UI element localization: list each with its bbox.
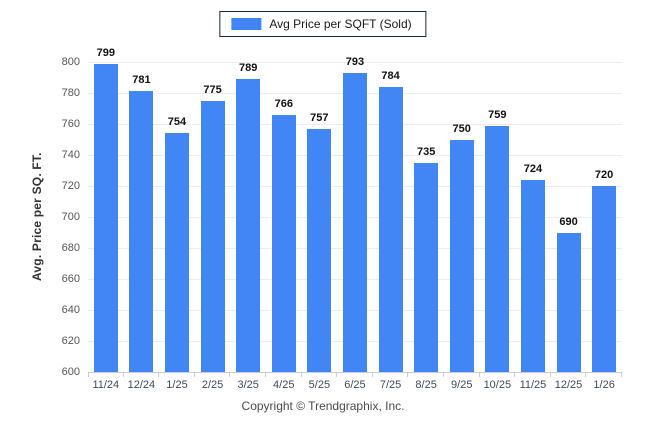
axis-tick [88,373,89,377]
bar-slot: 775 2/25 [195,62,231,391]
copyright-text: Copyright © Trendgraphix, Inc. [241,399,405,413]
x-tick-label: 12/25 [554,379,583,391]
x-tick-label: 1/26 [593,379,615,391]
x-tick-label: 2/25 [201,379,224,391]
y-tick-label: 720 [61,180,80,192]
bar [129,91,154,372]
bar [307,128,332,372]
axis-tick [122,373,124,377]
x-tick-label: 5/25 [308,379,331,391]
bar-slot: 720 1/26 [586,62,622,391]
bar-slot: 724 11/25 [515,62,551,391]
bar-slot: 784 7/25 [373,62,409,391]
bar-slot: 757 5/25 [302,62,338,391]
bar-value-label: 799 [96,46,115,59]
axis-tick [585,373,587,377]
axis-tick [478,373,480,377]
bar [378,86,403,372]
bar [271,114,296,372]
bar-value-label: 766 [274,97,293,110]
axis-tick [514,373,516,377]
axis-tick [193,373,195,377]
legend: Avg Price per SQFT (Sold) [219,11,427,37]
bar-slot: 781 12/24 [124,62,160,391]
bar-slot: 690 12/25 [551,62,587,391]
bar-slots: 799 11/24 781 12/24 754 1/25 775 2/25 789 3/25 766… [88,47,622,391]
bar-value-label: 757 [310,111,329,124]
y-tick-label: 780 [61,87,80,99]
y-tick-label: 680 [61,242,80,254]
axis-tick [300,373,302,377]
gridline [88,62,622,63]
axis-tick [229,373,231,377]
bar [449,139,474,372]
y-tick-label: 600 [61,366,80,378]
x-tick-label: 3/25 [237,379,259,391]
bar [520,179,545,372]
bar [200,100,225,372]
y-tick-label: 700 [61,211,80,223]
x-tick-label: 8/25 [415,379,437,391]
bar [164,133,189,372]
axis-tick [158,373,160,377]
y-tick-label: 740 [61,149,80,161]
axis-tick [264,373,266,377]
x-tick-label: 11/25 [519,379,547,391]
bar-slot: 799 11/24 [88,47,124,391]
y-tick-label: 800 [61,56,80,68]
bar-value-label: 759 [488,108,507,121]
bar-slot: 793 6/25 [337,56,373,391]
x-tick-label: 11/24 [92,379,120,391]
bar-slot: 754 1/25 [159,62,195,391]
bar [414,162,439,372]
bar-slot: 735 8/25 [408,62,444,391]
bar-slot: 759 10/25 [480,62,516,391]
y-tick-label: 640 [61,304,80,316]
bar-value-label: 784 [381,69,400,82]
x-tick-label: 1/25 [166,379,188,391]
legend-label: Avg Price per SQFT (Sold) [269,17,412,31]
bar [592,186,617,372]
y-tick-label: 760 [61,118,80,130]
axis-tick [407,373,409,377]
y-tick-label: 660 [61,273,80,285]
x-tick-label: 9/25 [451,379,473,391]
bar-value-label: 789 [238,62,258,75]
x-tick-label: 6/25 [344,379,366,391]
axis-tick [620,373,622,377]
bar-value-label: 793 [345,55,365,68]
y-tick-label: 620 [61,335,80,347]
x-tick-label: 4/25 [273,379,295,391]
bar [93,63,118,372]
bar-value-label: 775 [203,83,222,96]
bar-slot: 789 3/25 [230,62,266,391]
axis-tick [371,373,373,377]
bar-value-label: 690 [559,215,578,228]
plot-area: 600 620 640 660 680 700 720 740 760 780 800 799 11/2… [62,47,622,391]
bar-slot: 750 9/25 [444,62,480,391]
axis-tick [549,373,551,377]
bar [485,125,510,372]
x-tick-label: 7/25 [379,379,402,391]
bar-value-label: 754 [167,116,187,129]
x-tick-label: 12/24 [127,379,156,391]
axis-tick [442,373,444,377]
bar [342,72,367,372]
bar-value-label: 750 [452,122,471,135]
legend-swatch-icon [231,18,262,30]
bar-slot: 766 4/25 [266,62,302,391]
bar [556,232,581,372]
axis-tick [336,373,338,377]
x-tick-label: 10/25 [483,379,512,391]
bar-value-label: 720 [594,169,614,181]
bar-value-label: 735 [416,145,436,158]
bar-value-label: 724 [523,162,543,175]
bar-value-label: 781 [132,74,151,87]
bar [236,79,261,372]
